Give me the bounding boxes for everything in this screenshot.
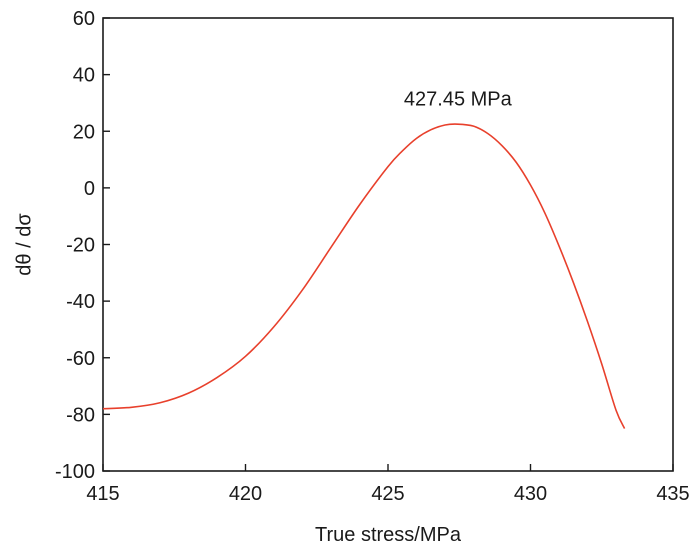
series-line — [102, 123, 626, 429]
y-tick-label: -20 — [66, 235, 95, 257]
y-tick-label: -40 — [66, 291, 95, 313]
x-tick-label: 435 — [656, 483, 689, 505]
plot-frame — [102, 17, 674, 472]
y-tick-label: 60 — [73, 8, 95, 30]
y-tick-label: 20 — [73, 121, 95, 143]
y-tick-label: -60 — [66, 348, 95, 370]
y-tick-label: -80 — [66, 404, 95, 426]
x-tick-label: 425 — [371, 483, 404, 505]
x-tick-label: 430 — [514, 483, 547, 505]
y-tick-label: -100 — [55, 461, 95, 483]
y-axis-title: dθ / dσ — [13, 213, 35, 276]
plot-area: 415 420 425 430 435 -100 -80 -60 -40 -20 0 20 40 60 42… — [55, 8, 690, 505]
y-tick-label: 40 — [73, 65, 95, 87]
x-tick-label: 420 — [229, 483, 262, 505]
y-tick-label: 0 — [84, 178, 95, 200]
x-tick-label: 415 — [86, 483, 119, 505]
x-axis-title: True stress/MPa — [315, 524, 462, 546]
peak-annotation: 427.45 MPa — [404, 89, 513, 111]
